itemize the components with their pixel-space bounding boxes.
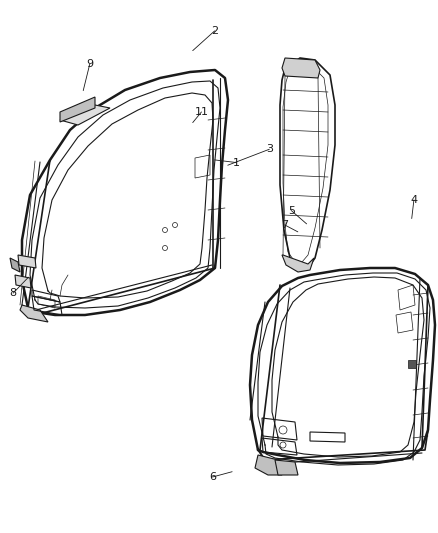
Polygon shape [282, 58, 320, 78]
Circle shape [74, 109, 81, 116]
Polygon shape [10, 258, 20, 272]
Polygon shape [18, 255, 36, 268]
Text: 3: 3 [266, 144, 273, 154]
Text: 8: 8 [10, 288, 17, 298]
Polygon shape [15, 275, 31, 288]
Polygon shape [275, 460, 298, 475]
Text: 9: 9 [86, 59, 93, 69]
Polygon shape [20, 305, 48, 322]
Text: 2: 2 [211, 26, 218, 36]
Text: 4: 4 [410, 195, 417, 205]
Text: 1: 1 [233, 158, 240, 167]
Text: 11: 11 [194, 107, 208, 117]
Polygon shape [255, 455, 282, 475]
Polygon shape [408, 360, 416, 368]
Polygon shape [60, 97, 95, 122]
Text: 7: 7 [281, 220, 288, 230]
Polygon shape [60, 105, 110, 125]
Text: 5: 5 [288, 206, 295, 215]
Text: 6: 6 [209, 472, 216, 482]
Polygon shape [282, 255, 314, 272]
